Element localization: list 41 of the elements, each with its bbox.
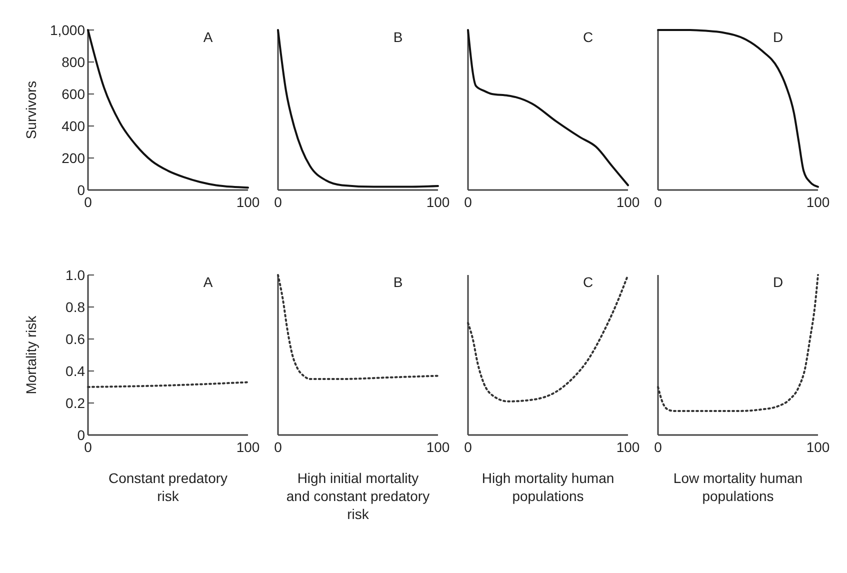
chart-title: A xyxy=(203,29,214,45)
x-axis-title: Constant predatory risk xyxy=(108,470,228,504)
chart-title: D xyxy=(772,29,784,45)
x-tick-label: 0 xyxy=(274,439,282,455)
y-tick-label: 0 xyxy=(77,426,86,443)
y-tick-label: 400 xyxy=(62,118,86,134)
chart-title: C xyxy=(582,29,594,45)
x-tick-label: 100 xyxy=(616,439,640,455)
x-tick-label: 0 xyxy=(464,194,472,210)
x-axis-title: High mortality human populations xyxy=(482,470,614,504)
x-tick-label: 100 xyxy=(806,439,830,455)
x-tick-label: 0 xyxy=(274,194,282,210)
y-tick-label: 800 xyxy=(62,54,86,70)
x-tick-label: 0 xyxy=(464,439,472,455)
x-tick-label: 0 xyxy=(654,439,662,455)
y-tick-label: 0.8 xyxy=(66,298,86,315)
x-tick-label: 100 xyxy=(616,194,640,210)
chart-title: D xyxy=(772,274,784,290)
y-axis-title: Mortality risk xyxy=(23,314,39,394)
chart-title: C xyxy=(582,274,594,290)
x-axis-title: Low mortality human populations xyxy=(673,470,803,504)
x-tick-label: 100 xyxy=(426,194,450,210)
line-series xyxy=(87,29,249,189)
x-axis-title: High initial mortality and constant predatory risk xyxy=(286,470,430,522)
x-tick-label: 100 xyxy=(426,439,450,455)
chart-title: A xyxy=(203,274,214,290)
y-tick-label: 0.2 xyxy=(66,394,86,411)
y-tick-label: 0 xyxy=(77,182,86,198)
x-tick-label: 100 xyxy=(236,439,260,455)
y-tick-label: 1,000 xyxy=(50,22,86,38)
y-tick-label: 0.4 xyxy=(66,362,86,379)
y-axis-title: Survivors xyxy=(23,80,39,140)
chart-title: B xyxy=(393,29,403,45)
x-tick-label: 100 xyxy=(806,194,830,210)
y-tick-label: 1.0 xyxy=(66,266,86,283)
chart-title: B xyxy=(393,274,403,290)
y-tick-label: 200 xyxy=(62,150,86,166)
y-tick-label: 0.6 xyxy=(66,330,86,347)
y-tick-label: 600 xyxy=(62,86,86,102)
x-tick-label: 100 xyxy=(236,194,260,210)
x-tick-label: 0 xyxy=(654,194,662,210)
